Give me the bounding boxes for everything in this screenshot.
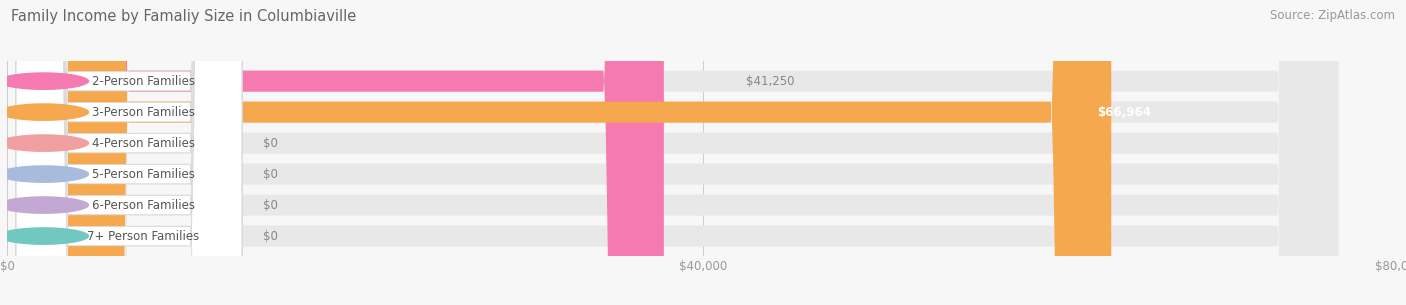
Text: $0: $0	[263, 167, 277, 181]
Text: Source: ZipAtlas.com: Source: ZipAtlas.com	[1270, 9, 1395, 22]
Ellipse shape	[0, 196, 89, 214]
FancyBboxPatch shape	[15, 0, 242, 305]
Ellipse shape	[0, 165, 89, 183]
FancyBboxPatch shape	[67, 0, 1339, 305]
Ellipse shape	[0, 72, 89, 90]
FancyBboxPatch shape	[67, 0, 1339, 305]
Text: 5-Person Families: 5-Person Families	[91, 167, 194, 181]
FancyBboxPatch shape	[67, 0, 1111, 305]
FancyBboxPatch shape	[67, 0, 1339, 305]
FancyBboxPatch shape	[67, 0, 1339, 305]
Text: Family Income by Famaliy Size in Columbiaville: Family Income by Famaliy Size in Columbi…	[11, 9, 357, 24]
Text: $41,250: $41,250	[745, 75, 794, 88]
FancyBboxPatch shape	[15, 0, 242, 305]
Text: 4-Person Families: 4-Person Families	[91, 137, 195, 150]
Text: 2-Person Families: 2-Person Families	[91, 75, 195, 88]
FancyBboxPatch shape	[67, 0, 1339, 305]
Text: $66,964: $66,964	[1097, 106, 1152, 119]
FancyBboxPatch shape	[15, 0, 242, 305]
Text: $0: $0	[263, 137, 277, 150]
Text: 3-Person Families: 3-Person Families	[91, 106, 194, 119]
Text: 6-Person Families: 6-Person Families	[91, 199, 195, 212]
FancyBboxPatch shape	[15, 0, 242, 305]
Text: $0: $0	[263, 199, 277, 212]
Ellipse shape	[0, 134, 89, 152]
FancyBboxPatch shape	[67, 0, 664, 305]
Ellipse shape	[0, 103, 89, 121]
Ellipse shape	[0, 227, 89, 245]
FancyBboxPatch shape	[15, 0, 242, 305]
Text: $0: $0	[263, 230, 277, 242]
FancyBboxPatch shape	[67, 0, 1339, 305]
Text: 7+ Person Families: 7+ Person Families	[87, 230, 200, 242]
FancyBboxPatch shape	[15, 0, 242, 305]
